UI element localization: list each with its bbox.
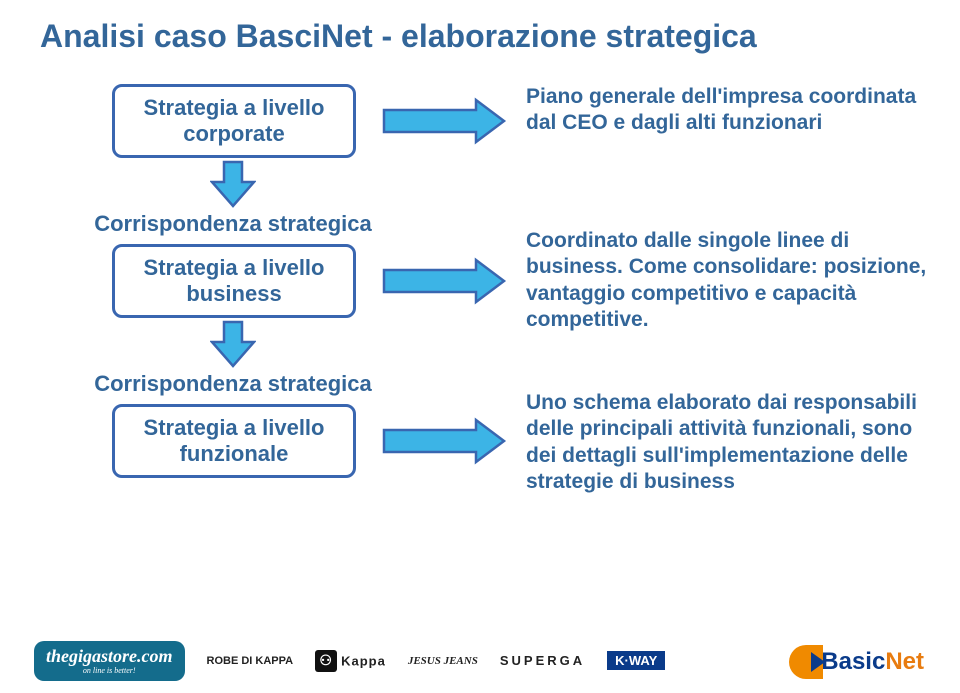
logo-jesus-jeans: JESUS JEANS [408, 655, 478, 667]
label-corr-1: Corrispondenza strategica [78, 211, 388, 237]
basicnet-net: Net [885, 648, 924, 675]
desc-corporate: Piano generale dell'impresa coordinata d… [526, 84, 926, 137]
logo-gigastore: thegigastore.com on line is better! [34, 641, 185, 681]
box-corporate: Strategia a livello corporate [112, 84, 356, 158]
desc-business: Coordinato dalle singole linee di busine… [526, 228, 936, 333]
logo-gigastore-line1: thegigastore.com [46, 647, 173, 665]
basicnet-basic: Basic [821, 648, 885, 675]
arrow-right-1 [380, 96, 508, 146]
arrow-down-2 [210, 320, 256, 362]
logo-gigastore-line2: on line is better! [83, 667, 136, 675]
label-corr-2: Corrispondenza strategica [78, 371, 388, 397]
arrow-right-3 [380, 416, 508, 466]
page-title: Analisi caso BasciNet - elaborazione str… [40, 18, 757, 55]
desc-funzionale: Uno schema elaborato dai responsabili de… [526, 390, 936, 495]
box-corporate-label: Strategia a livello corporate [144, 95, 325, 146]
logo-kway: K·WAY [607, 651, 665, 670]
arrow-right-2 [380, 256, 508, 306]
logo-basicnet: BasicNet [789, 645, 924, 679]
footer: thegigastore.com on line is better! ROBE… [0, 628, 960, 693]
arrow-down-1 [210, 160, 256, 202]
kappa-icon: ⚇ [315, 650, 337, 672]
basicnet-icon [789, 645, 823, 679]
logo-robe-di-kappa: ROBE DI KAPPA [207, 655, 294, 667]
box-funzionale-label: Strategia a livello funzionale [144, 415, 325, 466]
box-business-label: Strategia a livello business [144, 255, 325, 306]
box-business: Strategia a livello business [112, 244, 356, 318]
logo-kappa-text: Kappa [341, 653, 386, 668]
logo-kappa: ⚇ Kappa [315, 650, 386, 672]
logo-superga: SUPERGA [500, 653, 585, 668]
box-funzionale: Strategia a livello funzionale [112, 404, 356, 478]
